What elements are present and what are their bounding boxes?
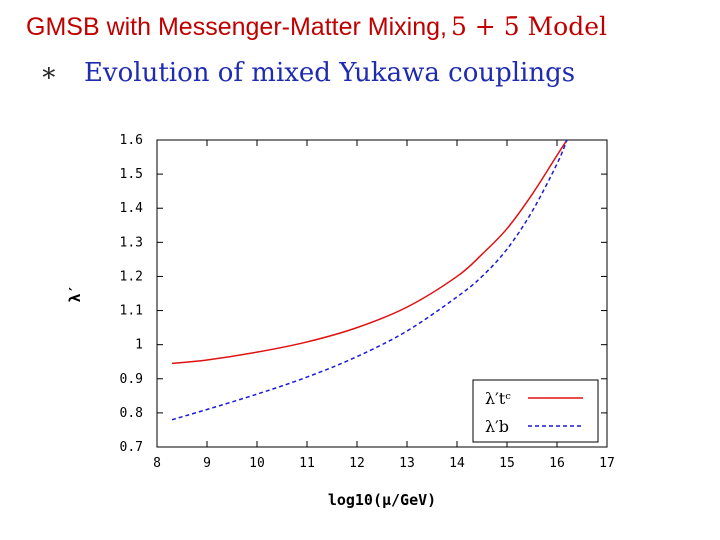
series-line-tc	[171, 140, 568, 365]
x-tick-label: 15	[499, 456, 515, 471]
x-tick-label: 10	[249, 456, 265, 471]
series-line-b	[171, 140, 568, 421]
y-tick-label: 0.8	[120, 406, 143, 421]
legend-box	[472, 379, 599, 443]
y-axis-label: λ′	[66, 284, 84, 302]
bullet-symbol: ∗	[40, 58, 58, 88]
plot-frame	[156, 139, 608, 448]
bullet-text: Evolution of mixed Yukawa couplings	[83, 58, 576, 88]
legend-label: λ′tᶜ	[485, 389, 511, 408]
y-tick-label: 1.1	[120, 304, 143, 319]
x-tick-label: 17	[599, 456, 615, 471]
slide-title: GMSB with Messenger-Matter Mixing, 5 + 5…	[26, 12, 607, 42]
y-tick-label: 0.9	[120, 372, 143, 387]
y-tick-label: 1	[135, 338, 143, 353]
x-tick-label: 11	[299, 456, 315, 471]
y-tick-label: 1.5	[120, 167, 143, 182]
x-tick-label: 8	[153, 456, 161, 471]
y-tick-label: 1.6	[120, 133, 143, 148]
x-tick-label: 14	[449, 456, 465, 471]
slide-title-model: 5 + 5̄ Model	[450, 12, 607, 41]
bullet-line: ∗ Evolution of mixed Yukawa couplings	[40, 58, 575, 88]
x-tick-label: 9	[203, 456, 211, 471]
x-tick-label: 12	[349, 456, 365, 471]
y-tick-label: 1.3	[120, 235, 143, 250]
y-tick-label: 0.7	[120, 440, 143, 455]
x-axis-label: log10(μ/GeV)	[328, 491, 436, 509]
x-tick-label: 16	[549, 456, 565, 471]
y-tick-label: 1.4	[120, 201, 144, 216]
legend-label: λ′b	[485, 417, 509, 436]
y-tick-label: 1.2	[120, 269, 143, 284]
x-tick-label: 13	[399, 456, 415, 471]
slide-title-text: GMSB with Messenger-Matter Mixing,	[26, 13, 447, 41]
